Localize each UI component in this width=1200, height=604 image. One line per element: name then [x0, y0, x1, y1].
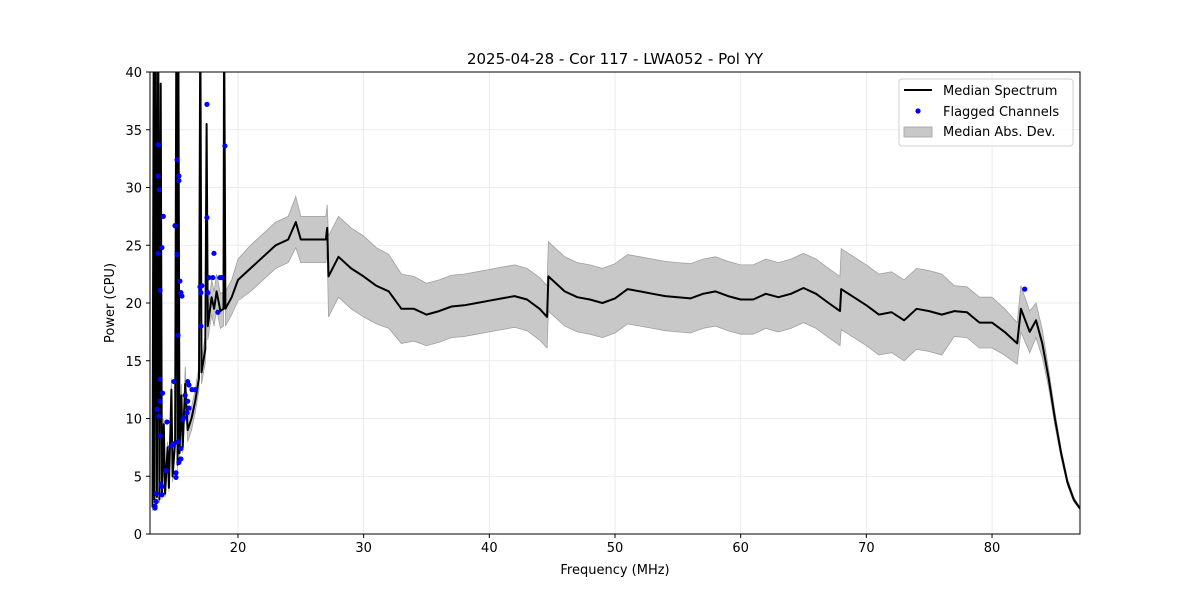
- flagged-channel-point: [175, 439, 181, 445]
- legend-median-spectrum: Median Spectrum: [943, 84, 1057, 99]
- legend: Median Spectrum Flagged Channels Median …: [898, 78, 1074, 147]
- y-tick-label: 35: [125, 124, 142, 139]
- flagged-channel-point: [198, 290, 204, 296]
- y-axis: 0 5 10 15 20 25 30 35 40: [125, 66, 150, 543]
- flagged-channel-point: [163, 467, 169, 474]
- flagged-channel-point: [204, 214, 210, 221]
- flagged-channel-point: [155, 250, 161, 256]
- legend-flagged-channels: Flagged Channels: [943, 105, 1059, 120]
- flagged-channel-point: [159, 390, 166, 396]
- flagged-channel-point: [154, 406, 160, 412]
- flagged-channel-point: [176, 177, 182, 184]
- y-tick-label: 0: [134, 528, 142, 543]
- flagged-channel-point: [206, 274, 212, 281]
- y-tick-label: 30: [125, 182, 142, 197]
- flagged-channel-point: [175, 332, 181, 338]
- flagged-channel-point: [153, 499, 159, 505]
- flagged-channel-point: [171, 378, 177, 385]
- flagged-channel-point: [156, 187, 162, 193]
- flagged-channel-point: [199, 283, 205, 289]
- flagged-channel-point: [155, 142, 161, 148]
- flagged-channel-point: [1022, 286, 1028, 292]
- x-tick-label: 80: [984, 541, 1001, 556]
- legend-box: [898, 78, 1074, 147]
- flagged-channel-point: [186, 405, 192, 411]
- flagged-channel-point: [159, 492, 165, 498]
- flagged-channel-point: [186, 382, 192, 388]
- flagged-channel-point: [180, 417, 186, 423]
- flagged-channel-point: [211, 250, 217, 256]
- legend-band-swatch: [903, 126, 933, 138]
- flagged-channel-point: [174, 157, 180, 163]
- flagged-channel-point: [157, 376, 163, 382]
- y-tick-label: 20: [125, 297, 142, 312]
- chart-title: 2025-04-28 - Cor 117 - LWA052 - Pol YY: [467, 50, 764, 68]
- flagged-channel-point: [182, 392, 188, 398]
- flagged-channel-point: [219, 274, 225, 281]
- x-tick-label: 40: [481, 541, 498, 556]
- flagged-channel-point: [205, 290, 211, 296]
- y-tick-label: 40: [125, 66, 142, 81]
- flagged-channel-point: [159, 244, 165, 251]
- flagged-channel-point: [173, 470, 179, 476]
- legend-dot-swatch: [915, 108, 921, 114]
- flagged-channel-point: [222, 143, 228, 149]
- flagged-channel-point: [168, 443, 174, 449]
- flagged-channel-point: [215, 309, 221, 315]
- flagged-channel-point: [179, 293, 185, 299]
- flagged-channel-point: [157, 433, 163, 439]
- x-tick-label: 50: [607, 541, 624, 556]
- flagged-channel-point: [152, 505, 158, 511]
- y-tick-label: 5: [134, 470, 142, 485]
- flagged-channel-point: [204, 101, 210, 107]
- flagged-channel-point: [155, 173, 161, 179]
- flagged-channel-point: [159, 484, 165, 490]
- median-spectrum-line: [151, 72, 1080, 510]
- flagged-channel-point: [160, 213, 166, 219]
- flagged-channel-point: [164, 419, 170, 425]
- y-tick-label: 15: [125, 355, 142, 370]
- flagged-channels: [152, 101, 1028, 511]
- flagged-channel-point: [153, 490, 159, 497]
- x-axis-label: Frequency (MHz): [560, 563, 669, 578]
- flagged-channel-point: [157, 287, 163, 293]
- flagged-channel-point: [156, 413, 162, 419]
- flagged-channel-point: [198, 323, 204, 329]
- x-tick-label: 60: [732, 541, 749, 556]
- x-tick-label: 20: [230, 541, 247, 556]
- mad-band: [152, 72, 1080, 511]
- x-axis: 20 30 40 50 60 70 80: [230, 534, 1001, 556]
- flagged-channel-point: [173, 474, 179, 481]
- flagged-channel-point: [172, 223, 178, 229]
- flagged-channel-point: [184, 410, 190, 416]
- flagged-channel-point: [176, 459, 182, 465]
- x-tick-label: 30: [355, 541, 372, 556]
- flagged-channel-point: [157, 398, 163, 404]
- flagged-channel-point: [178, 445, 184, 452]
- x-tick-label: 70: [858, 541, 875, 556]
- y-tick-label: 10: [125, 413, 142, 428]
- flagged-channel-point: [185, 398, 191, 404]
- flagged-channel-point: [177, 278, 183, 284]
- legend-median-abs-dev: Median Abs. Dev.: [943, 125, 1055, 140]
- y-axis-label: Power (CPU): [103, 263, 118, 343]
- y-tick-label: 25: [125, 239, 142, 254]
- flagged-channel-point: [192, 387, 198, 393]
- flagged-channel-point: [176, 173, 182, 179]
- flagged-channel-point: [174, 251, 180, 258]
- flagged-channel-point: [210, 274, 216, 281]
